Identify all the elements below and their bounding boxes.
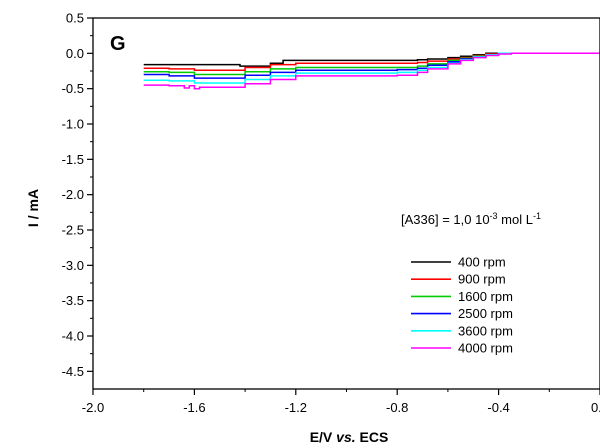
- annotation-sup2: -1: [533, 211, 541, 221]
- x-axis-title-pre: E/V: [310, 429, 336, 445]
- y-tick-label: -3.0: [62, 258, 84, 273]
- legend: 400 rpm 900 rpm 1600 rpm 2500 rpm 3600 rpm 40…: [411, 255, 513, 356]
- legend-label: 2500 rpm: [458, 306, 513, 321]
- y-tick-label: -4.5: [62, 364, 84, 379]
- y-tick-label: -1.0: [62, 117, 84, 132]
- y-tick-label: -2.0: [62, 187, 84, 202]
- x-tick-label: 0.0: [591, 400, 600, 415]
- x-tick-label: -0.4: [487, 400, 509, 415]
- y-axis-title: I / mA: [25, 189, 41, 227]
- x-tick-label: -2.0: [82, 400, 104, 415]
- panel-label: G: [110, 33, 126, 55]
- x-tick-label: -1.6: [183, 400, 205, 415]
- legend-label: 3600 rpm: [458, 323, 513, 338]
- y-tick-label: 0.0: [66, 46, 84, 61]
- x-tick-label: -0.8: [386, 400, 408, 415]
- series-line-1: [143, 52, 600, 67]
- x-tick-label: -1.2: [285, 400, 307, 415]
- x-axis-title: E/V vs. ECS: [310, 429, 389, 445]
- x-axis-title-post: ECS: [356, 429, 389, 445]
- series-line-6: [143, 52, 600, 90]
- x-axis-title-italic: vs.: [336, 429, 355, 445]
- legend-label: 4000 rpm: [458, 341, 513, 356]
- annotation-sup: -3: [490, 211, 498, 221]
- concentration-annotation: [A336] = 1,0 10-3 mol L-1: [401, 211, 541, 227]
- y-tick-label: -3.5: [62, 293, 84, 308]
- plot-frame: [92, 17, 600, 390]
- legend-label: 1600 rpm: [458, 289, 513, 304]
- y-tick-label: 0.5: [66, 11, 84, 26]
- y-tick-label: -0.5: [62, 81, 84, 96]
- legend-label: 400 rpm: [458, 255, 506, 270]
- y-tick-label: -2.5: [62, 223, 84, 238]
- series-layer: [143, 52, 600, 90]
- annotation-post: mol L: [498, 212, 533, 227]
- tick-layer: -2.0 -1.6 -1.2 -0.8 -0.4 0.0 0.5 0.0 -0.5 -1.0 -1.…: [62, 11, 600, 415]
- y-tick-label: -1.5: [62, 152, 84, 167]
- legend-label: 900 rpm: [458, 272, 506, 287]
- annotation-pre: [A336] = 1,0 10: [401, 212, 490, 227]
- y-tick-label: -4.0: [62, 329, 84, 344]
